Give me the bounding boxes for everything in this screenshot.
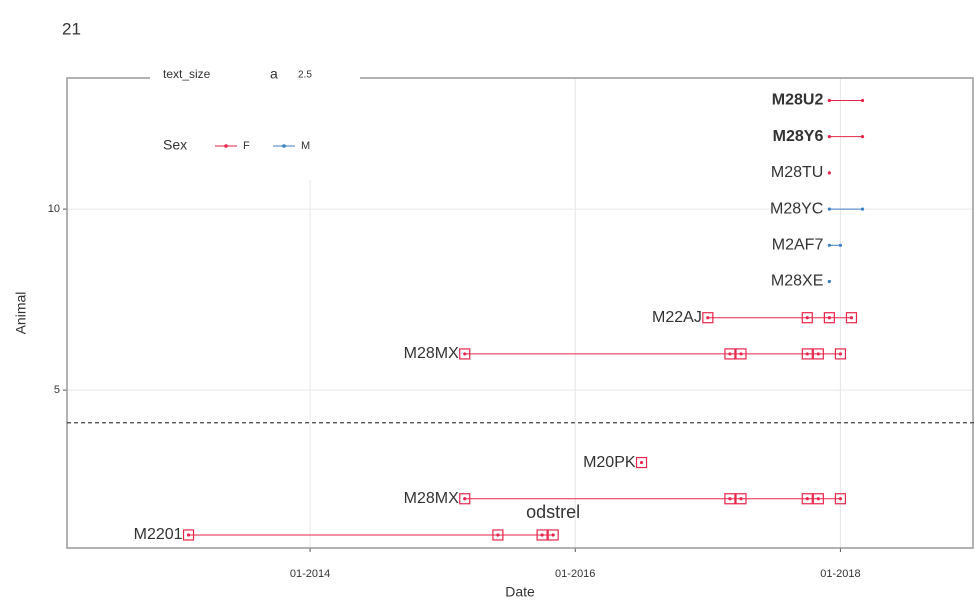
x-tick-label: 01-2016	[555, 568, 595, 580]
x-axis-label: Date	[505, 584, 535, 600]
event-dot	[739, 497, 743, 501]
animal-label: M28TU	[771, 164, 823, 181]
event-dot	[827, 98, 831, 103]
event-dot	[838, 243, 843, 247]
legend-size-key: a	[270, 66, 278, 82]
event-dot	[728, 497, 732, 501]
event-marker	[834, 348, 847, 360]
legend-label: M	[301, 140, 310, 152]
animal-label: M20PK	[583, 454, 636, 471]
event-marker	[812, 493, 824, 505]
animal-label: M28XE	[771, 273, 823, 290]
event-marker	[823, 312, 835, 324]
event-dot	[186, 533, 191, 537]
event-marker	[845, 312, 858, 324]
y-axis-label: Animal	[13, 292, 29, 335]
event-dot	[540, 533, 544, 537]
animal-label: M2AF7	[772, 237, 824, 254]
event-dot	[827, 135, 831, 139]
event-marker	[801, 348, 813, 360]
event-marker	[735, 493, 747, 505]
event-marker	[547, 529, 559, 541]
event-dot	[805, 497, 809, 501]
animal-label: M28MX	[404, 345, 459, 362]
event-marker	[735, 348, 747, 360]
event-marker	[801, 493, 813, 505]
panel-border	[66, 77, 974, 549]
event-marker	[702, 312, 714, 324]
event-dot	[849, 316, 854, 320]
event-dot	[805, 352, 809, 356]
event-marker	[459, 348, 471, 360]
annotation: odstrel	[526, 502, 580, 522]
chart-title: 21	[62, 19, 81, 38]
event-dot	[463, 497, 467, 501]
event-dot	[838, 352, 843, 356]
event-marker	[459, 493, 471, 505]
animal-label: M28Y6	[773, 128, 824, 145]
event-dot	[639, 460, 644, 465]
event-dot	[827, 207, 831, 211]
legend-label: F	[243, 140, 250, 152]
y-tick-label: 5	[54, 384, 60, 396]
event-dot	[496, 533, 500, 537]
event-dot	[551, 533, 555, 537]
event-marker	[635, 456, 648, 469]
legend-dot	[224, 144, 228, 148]
animal-label: M28U2	[772, 92, 824, 109]
event-marker	[724, 493, 736, 505]
event-dot	[838, 497, 843, 501]
animal-label: M22AJ	[652, 309, 702, 326]
event-marker	[536, 529, 548, 541]
event-dot	[860, 135, 865, 139]
event-dot	[816, 352, 820, 356]
event-dot	[816, 497, 820, 501]
event-dot	[827, 243, 831, 247]
y-tick-label: 10	[48, 203, 60, 215]
legend-size-title: text_size	[163, 67, 211, 81]
x-tick-label: 01-2018	[820, 568, 860, 580]
event-dot	[860, 98, 865, 103]
event-dot	[728, 352, 732, 356]
event-marker	[182, 529, 195, 541]
event-dot	[827, 316, 831, 320]
x-tick-label: 01-2014	[290, 568, 330, 580]
legend-size-value: 2.5	[298, 70, 312, 81]
event-marker	[834, 493, 847, 505]
event-marker	[812, 348, 824, 360]
event-dot	[706, 316, 710, 320]
event-dot	[805, 316, 809, 320]
event-marker	[724, 348, 736, 360]
animal-label: M28MX	[404, 490, 459, 507]
event-marker	[801, 312, 813, 324]
legend-title: Sex	[163, 137, 187, 153]
event-dot	[463, 352, 467, 356]
event-dot	[827, 171, 831, 175]
event-dot	[860, 207, 865, 211]
event-dot	[827, 279, 831, 284]
event-marker	[492, 529, 504, 541]
animal-label: M28YC	[770, 200, 823, 217]
legend-box	[150, 60, 360, 180]
animal-label: M2201	[134, 526, 183, 543]
legend-dot	[282, 144, 286, 148]
event-dot	[739, 352, 743, 356]
